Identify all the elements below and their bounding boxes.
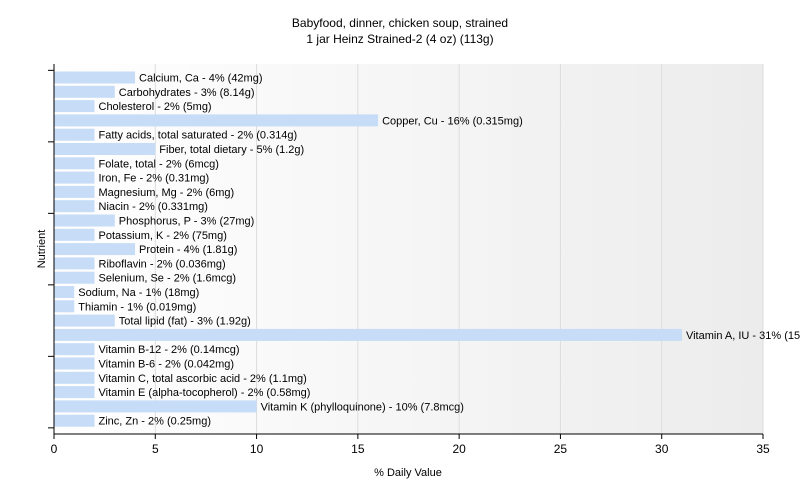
bar — [54, 185, 95, 198]
bar-label: Vitamin A, IU - 31% (1564IU) — [686, 330, 800, 342]
bar — [54, 171, 95, 184]
bar — [54, 143, 156, 155]
bar — [54, 371, 95, 384]
bar-label: Riboflavin - 2% (0.036mg) — [99, 258, 226, 270]
bar — [54, 343, 95, 356]
bar — [54, 286, 75, 298]
bar — [54, 200, 95, 213]
bar — [54, 85, 115, 98]
bar — [54, 243, 136, 256]
bar-label: Zinc, Zn - 2% (0.25mg) — [99, 416, 211, 428]
bars — [54, 71, 682, 427]
bar-label: Sodium, Na - 1% (18mg) — [78, 287, 199, 299]
bar — [54, 328, 682, 341]
x-tick-label: 10 — [250, 442, 264, 456]
bar-label: Total lipid (fat) - 3% (1.92g) — [119, 316, 251, 328]
x-tick-label: 30 — [655, 442, 669, 456]
bar — [54, 271, 95, 284]
x-tick-label: 20 — [452, 442, 466, 456]
bar — [54, 128, 95, 141]
x-tick-label: 0 — [51, 442, 58, 456]
x-axis-ticks: 0 5 10 15 20 25 30 35 — [51, 434, 770, 456]
bar-label: Carbohydrates - 3% (8.14g) — [119, 87, 255, 99]
bar — [54, 386, 95, 399]
bar-label: Thiamin - 1% (0.019mg) — [78, 301, 196, 313]
bar-label: Folate, total - 2% (6mcg) — [99, 158, 219, 170]
bar — [54, 400, 257, 413]
bar-label: Cholesterol - 2% (5mg) — [99, 101, 212, 113]
bar — [54, 314, 115, 327]
bar-label: Vitamin E (alpha-tocopherol) - 2% (0.58m… — [99, 387, 311, 399]
bar-label: Fiber, total dietary - 5% (1.2g) — [159, 144, 304, 156]
bar — [54, 228, 95, 241]
bar-label: Vitamin B-12 - 2% (0.14mcg) — [99, 344, 240, 356]
bar — [54, 414, 95, 427]
bar — [54, 257, 95, 270]
bar — [54, 300, 75, 313]
bar-label: Vitamin C, total ascorbic acid - 2% (1.1… — [99, 373, 307, 385]
bar-label: Vitamin B-6 - 2% (0.042mg) — [99, 359, 235, 371]
y-axis-ticks — [48, 69, 54, 429]
bar — [54, 114, 379, 127]
bar — [54, 214, 115, 227]
chart-subtitle: 1 jar Heinz Strained-2 (4 oz) (113g) — [306, 32, 494, 46]
bar-label: Copper, Cu - 16% (0.315mg) — [382, 115, 523, 127]
x-tick-label: 5 — [152, 442, 159, 456]
x-tick-label: 25 — [554, 442, 568, 456]
x-tick-label: 35 — [756, 442, 770, 456]
bar-label: Calcium, Ca - 4% (42mg) — [139, 73, 262, 85]
bar — [54, 157, 95, 170]
x-tick-label: 15 — [351, 442, 365, 456]
bar-label: Vitamin K (phylloquinone) - 10% (7.8mcg) — [261, 401, 464, 413]
bar-labels: Calcium, Ca - 4% (42mg) Carbohydrates - 3… — [78, 73, 800, 428]
bar-label: Protein - 4% (1.81g) — [139, 244, 237, 256]
bar-label: Iron, Fe - 2% (0.31mg) — [99, 173, 210, 185]
x-axis-title: % Daily Value — [374, 467, 442, 479]
bar — [54, 357, 95, 370]
bar-label: Phosphorus, P - 3% (27mg) — [119, 216, 255, 228]
bar-label: Selenium, Se - 2% (1.6mcg) — [99, 273, 237, 285]
y-axis-title: Nutrient — [36, 230, 48, 269]
chart-title: Babyfood, dinner, chicken soup, strained — [291, 16, 509, 30]
bar — [54, 100, 95, 113]
axes — [53, 64, 763, 435]
bar — [54, 71, 136, 84]
bar-label: Niacin - 2% (0.331mg) — [99, 201, 208, 213]
bar-label: Fatty acids, total saturated - 2% (0.314… — [99, 130, 298, 142]
bar-label: Magnesium, Mg - 2% (6mg) — [99, 187, 235, 199]
bar-label: Potassium, K - 2% (75mg) — [99, 230, 227, 242]
